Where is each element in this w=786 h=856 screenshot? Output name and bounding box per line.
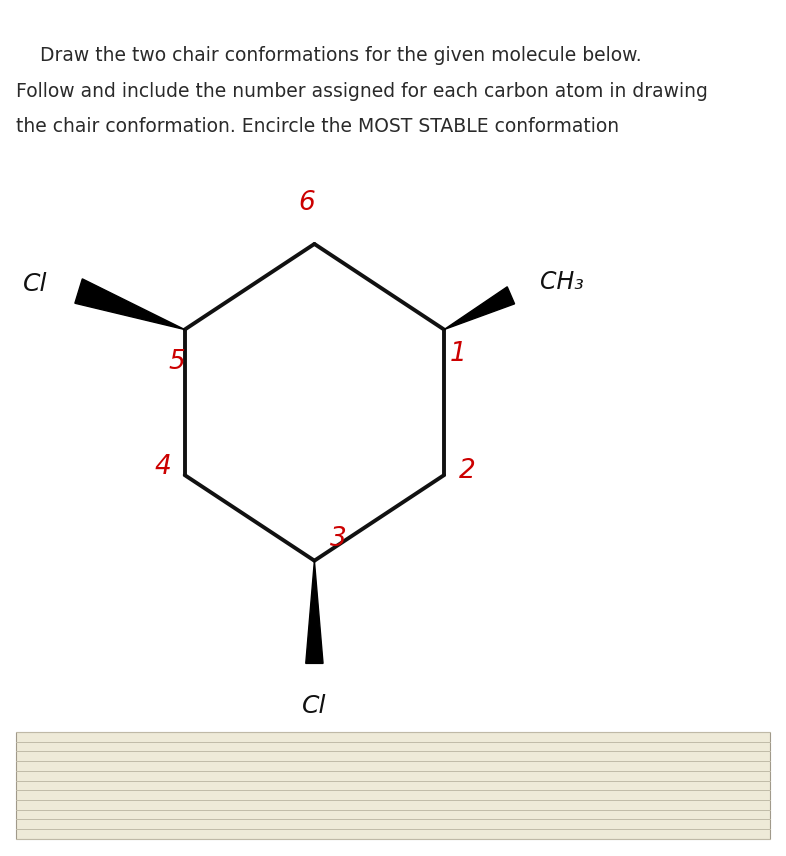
Text: Follow and include the number assigned for each carbon atom in drawing: Follow and include the number assigned f… xyxy=(16,82,707,101)
Polygon shape xyxy=(444,287,515,330)
Bar xyxy=(16,732,770,839)
Text: 1: 1 xyxy=(450,341,467,366)
Text: 6: 6 xyxy=(298,190,315,216)
Polygon shape xyxy=(75,279,185,330)
Text: the chair conformation. Encircle the MOST STABLE conformation: the chair conformation. Encircle the MOS… xyxy=(16,117,619,136)
Text: Cl: Cl xyxy=(23,272,48,296)
Text: Draw the two chair conformations for the given molecule below.: Draw the two chair conformations for the… xyxy=(16,46,641,65)
Text: 5: 5 xyxy=(168,349,185,375)
Text: 4: 4 xyxy=(154,454,171,479)
Text: Cl: Cl xyxy=(302,694,327,718)
Polygon shape xyxy=(306,561,323,663)
Text: 2: 2 xyxy=(459,458,476,484)
Text: 3: 3 xyxy=(329,526,347,552)
Text: CH₃: CH₃ xyxy=(540,270,584,294)
